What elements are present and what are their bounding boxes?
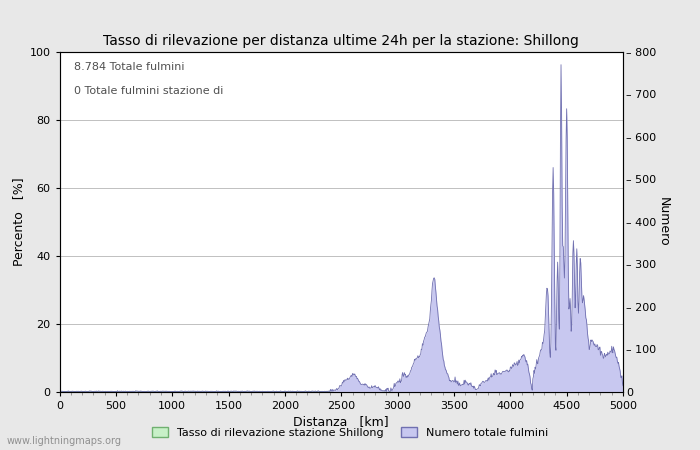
Legend: Tasso di rilevazione stazione Shillong, Numero totale fulmini: Tasso di rilevazione stazione Shillong, … xyxy=(147,423,553,442)
Y-axis label: Numero: Numero xyxy=(657,197,670,247)
Text: 0 Totale fulmini stazione di: 0 Totale fulmini stazione di xyxy=(74,86,223,96)
X-axis label: Distanza   [km]: Distanza [km] xyxy=(293,415,389,428)
Text: 8.784 Totale fulmini: 8.784 Totale fulmini xyxy=(74,62,184,72)
Title: Tasso di rilevazione per distanza ultime 24h per la stazione: Shillong: Tasso di rilevazione per distanza ultime… xyxy=(104,34,579,48)
Y-axis label: Percento   [%]: Percento [%] xyxy=(13,177,25,266)
Text: www.lightningmaps.org: www.lightningmaps.org xyxy=(7,436,122,446)
